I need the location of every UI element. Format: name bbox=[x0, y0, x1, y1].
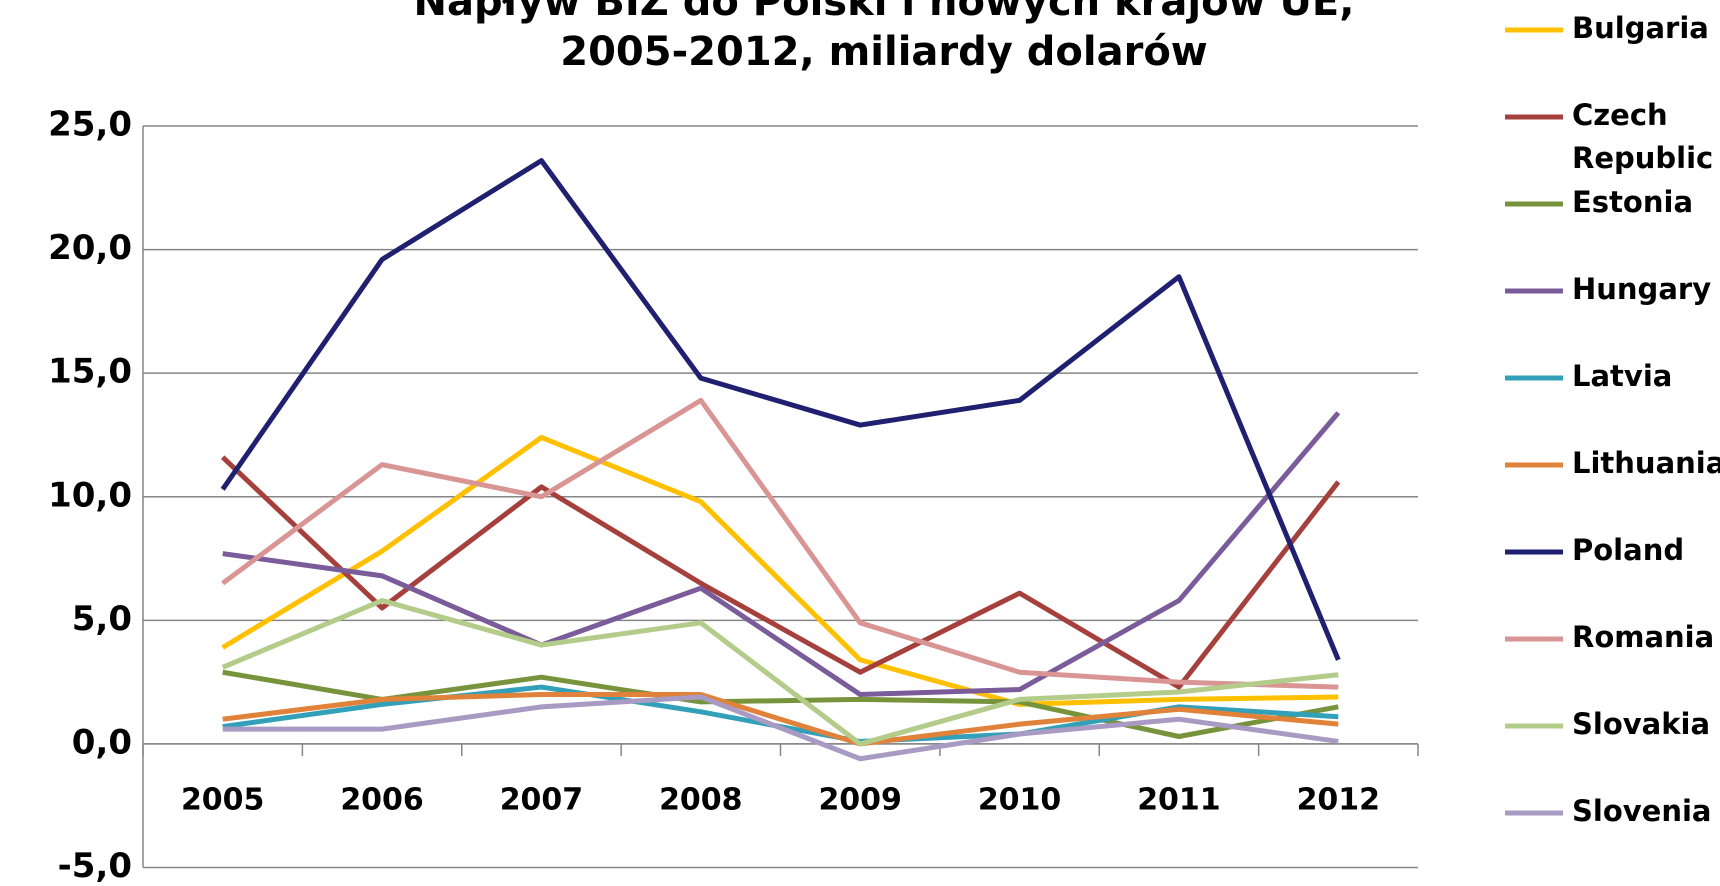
legend-label: Estonia bbox=[1572, 185, 1693, 219]
legend-label: Latvia bbox=[1572, 359, 1672, 393]
series-line bbox=[222, 669, 1339, 740]
legend-label: Slovakia bbox=[1572, 707, 1710, 741]
series-line bbox=[222, 691, 1339, 747]
y-tick-label: 5,0 bbox=[72, 599, 132, 639]
series-line bbox=[220, 158, 1341, 661]
legend-label: Hungary bbox=[1572, 272, 1711, 306]
legend-label: Slovenia bbox=[1572, 794, 1711, 828]
series-line bbox=[222, 411, 1341, 697]
y-tick-label: 15,0 bbox=[48, 352, 132, 392]
y-tick-label: 0,0 bbox=[72, 722, 132, 762]
x-tick-label: 2009 bbox=[818, 783, 902, 818]
series-line bbox=[221, 598, 1339, 747]
y-tick-label: -5,0 bbox=[58, 846, 132, 886]
y-tick-label: 10,0 bbox=[48, 475, 132, 515]
x-tick-label: 2008 bbox=[659, 783, 743, 818]
x-tick-label: 2007 bbox=[500, 783, 584, 818]
legend-label: Lithuania bbox=[1572, 446, 1720, 480]
y-tick-label: 25,0 bbox=[48, 105, 132, 145]
x-tick-label: 2006 bbox=[340, 783, 424, 818]
y-tick-label: 20,0 bbox=[48, 228, 132, 268]
x-tick-label: 2011 bbox=[1137, 783, 1221, 818]
series-line bbox=[221, 434, 1339, 707]
legend-label: Bulgaria bbox=[1572, 11, 1709, 45]
chart-title: Napływ BIZ do Polski i nowych krajów UE,… bbox=[414, 0, 1355, 75]
legend-label: Czech Republic bbox=[1572, 98, 1713, 175]
series-line bbox=[221, 397, 1339, 690]
x-tick-label: 2012 bbox=[1297, 783, 1381, 818]
legend-label: Poland bbox=[1572, 533, 1684, 567]
series-line bbox=[220, 455, 1341, 690]
legend-label: Romania bbox=[1572, 620, 1714, 654]
x-tick-label: 2005 bbox=[181, 783, 265, 818]
series-line bbox=[222, 694, 1339, 762]
x-tick-label: 2010 bbox=[978, 783, 1062, 818]
